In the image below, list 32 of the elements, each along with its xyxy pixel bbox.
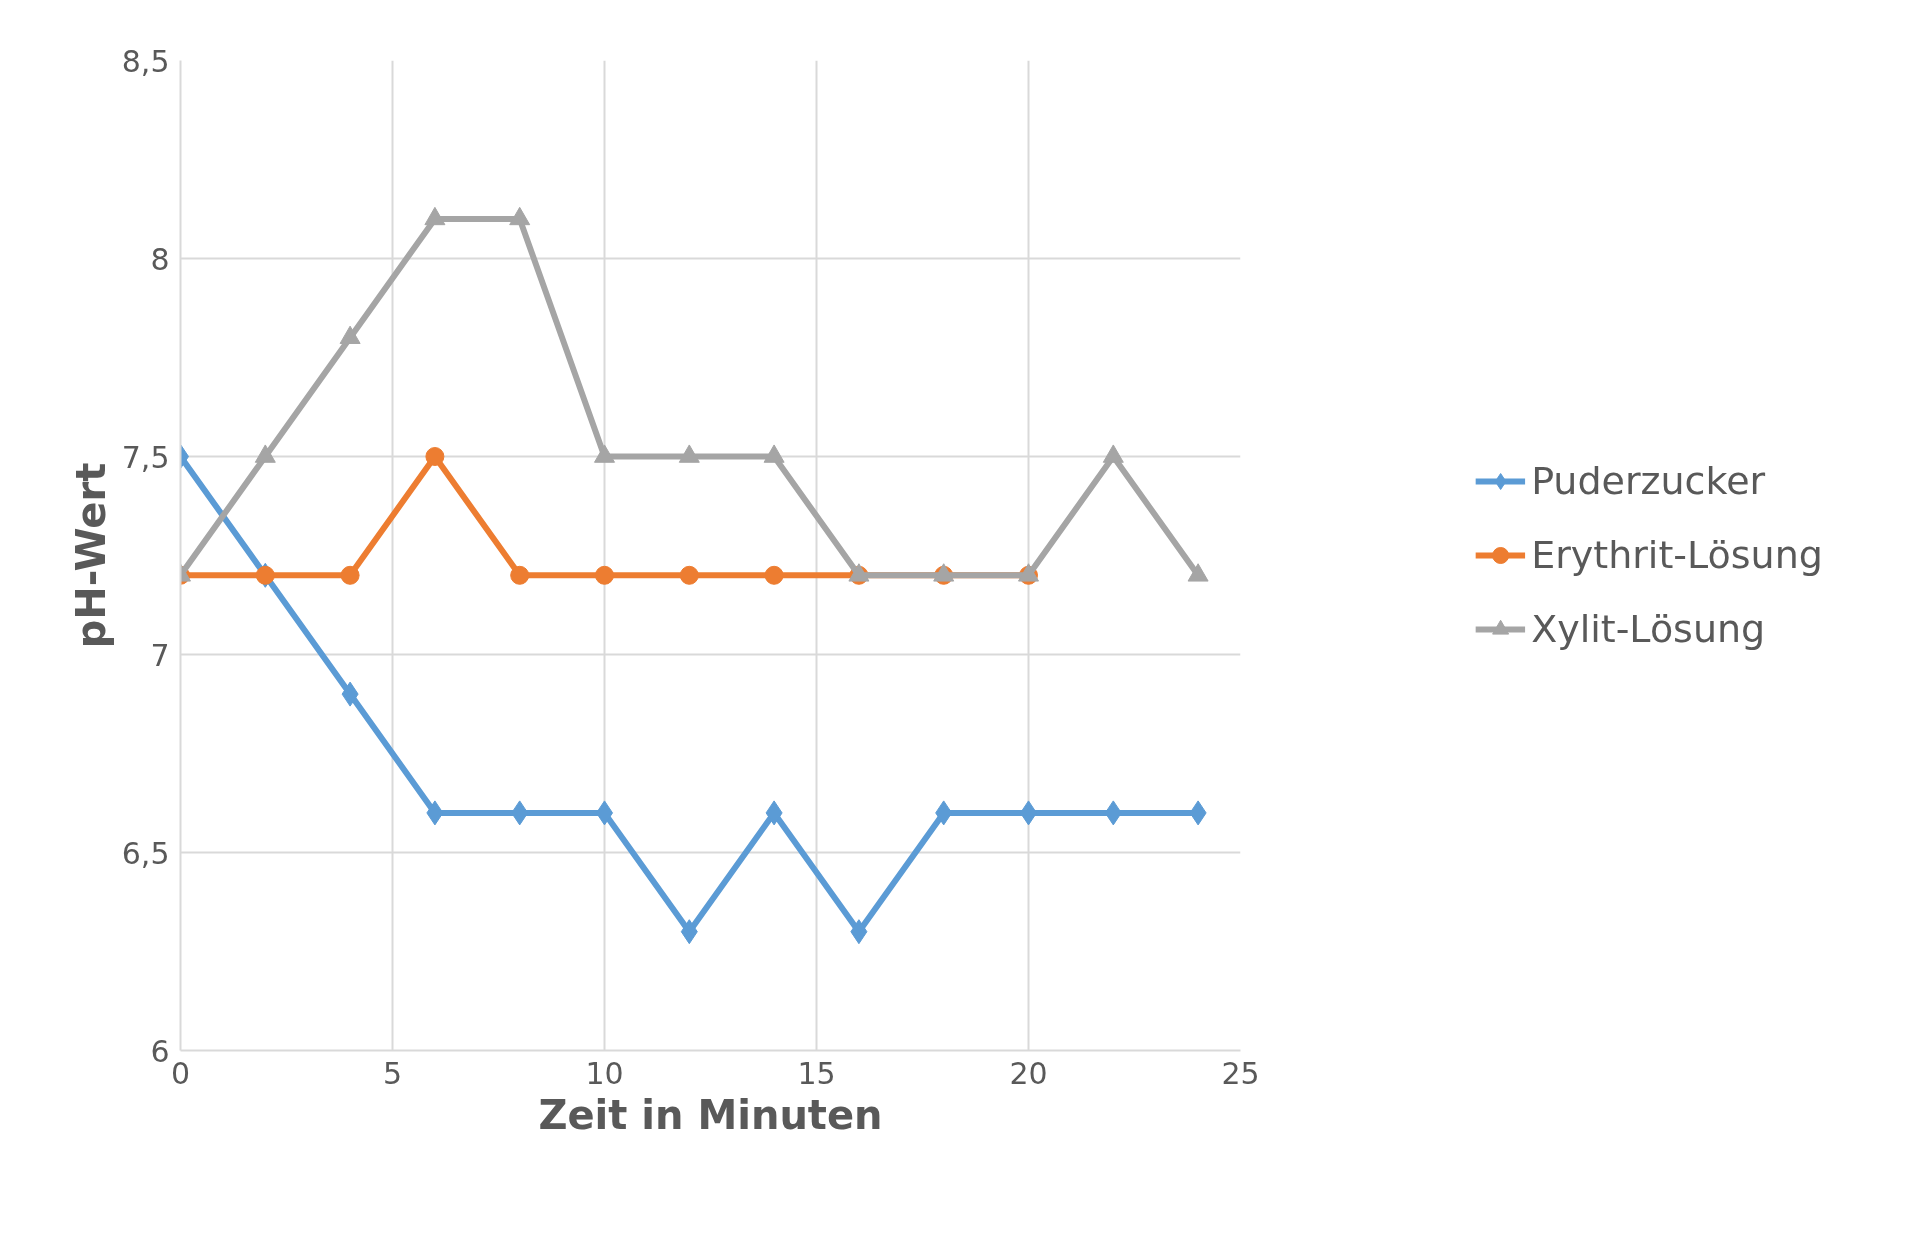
x-tick-label: 10 bbox=[585, 1055, 624, 1091]
y-axis-title: pH-Wert bbox=[67, 462, 114, 649]
x-tick-label: 25 bbox=[1221, 1055, 1260, 1091]
point bbox=[764, 565, 784, 585]
x-tick-label: 20 bbox=[1009, 1055, 1048, 1091]
point bbox=[424, 206, 446, 226]
point bbox=[763, 444, 785, 463]
y-tick-label: 8 bbox=[150, 241, 170, 277]
legend-label: Puderzucker bbox=[1531, 459, 1766, 503]
x-tick-label: 15 bbox=[797, 1055, 836, 1091]
y-tick-label: 6,5 bbox=[121, 835, 170, 871]
y-tick-label: 7,5 bbox=[121, 439, 170, 475]
point bbox=[339, 325, 361, 344]
y-tick-label: 8,5 bbox=[121, 43, 170, 79]
point bbox=[509, 206, 531, 226]
point bbox=[679, 565, 699, 585]
point bbox=[425, 447, 445, 466]
legend-label: Xylit-Lösung bbox=[1531, 607, 1766, 651]
x-tick-label: 0 bbox=[170, 1055, 191, 1091]
y-tick-label: 6 bbox=[150, 1033, 170, 1069]
point bbox=[1187, 563, 1209, 582]
point bbox=[340, 565, 360, 585]
x-axis-title: Zeit in Minuten bbox=[538, 1091, 883, 1138]
legend-label: Erythrit-Lösung bbox=[1531, 533, 1823, 577]
point bbox=[594, 444, 615, 463]
point bbox=[678, 444, 700, 463]
point bbox=[1102, 444, 1124, 463]
y-tick-label: 7 bbox=[150, 637, 170, 673]
point bbox=[595, 565, 614, 585]
point bbox=[510, 565, 530, 585]
point bbox=[254, 444, 276, 463]
x-tick-label: 5 bbox=[382, 1055, 403, 1091]
